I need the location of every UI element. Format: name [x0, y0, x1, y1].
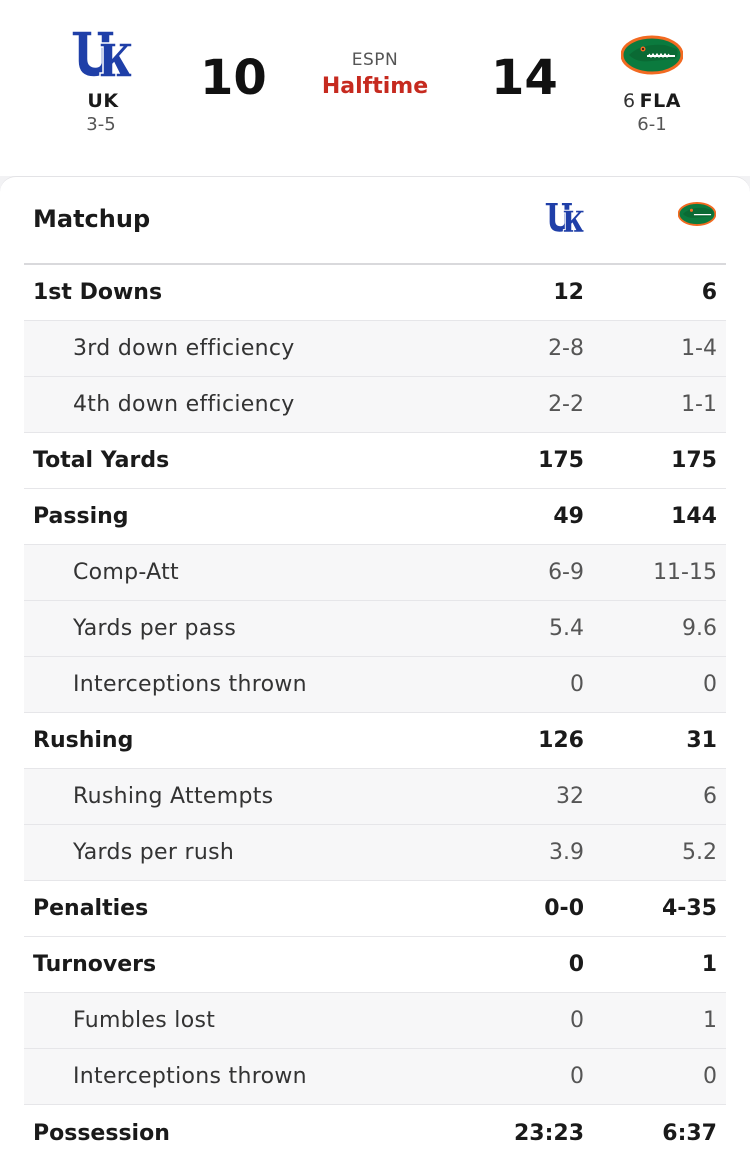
- away-score: 10: [200, 50, 267, 106]
- stat-label: Total Yards: [33, 448, 170, 473]
- stat-label: Penalties: [33, 896, 149, 921]
- broadcast-network: ESPN: [351, 50, 399, 70]
- stat-label: Yards per pass: [73, 616, 237, 641]
- away-stat-value: 2-2: [548, 392, 584, 417]
- kentucky-small-logo-icon: [544, 201, 585, 239]
- away-stat-value: 32: [556, 784, 584, 809]
- matchup-header: Matchup: [24, 177, 726, 265]
- home-stat-value: 175: [671, 448, 717, 473]
- stat-row: 4th down efficiency 2-2 1-1: [24, 377, 726, 433]
- home-stat-value: 1-4: [681, 336, 717, 361]
- stat-label: Passing: [33, 504, 129, 529]
- stat-label: Interceptions thrown: [73, 672, 307, 697]
- stat-row: Rushing 126 31: [24, 713, 726, 769]
- stats-table: 1st Downs 12 6 3rd down efficiency 2-8 1-4 4th…: [24, 265, 726, 1160]
- stat-row: Penalties 0-0 4-35: [24, 881, 726, 937]
- away-stat-value: 0: [570, 672, 584, 697]
- stat-row: Interceptions thrown 0 0: [24, 657, 726, 713]
- away-stat-value: 5.4: [549, 616, 584, 641]
- away-stat-value: 3.9: [549, 840, 584, 865]
- home-stat-value: 9.6: [682, 616, 717, 641]
- stat-label: Rushing Attempts: [73, 784, 274, 809]
- stat-row: Passing 49 144: [24, 489, 726, 545]
- away-stat-value: 175: [538, 448, 584, 473]
- home-team-record: 6-1: [637, 114, 667, 135]
- stat-label: Interceptions thrown: [73, 1064, 307, 1089]
- home-team[interactable]: 6 FLA 6-1: [587, 26, 717, 135]
- stat-row: Fumbles lost 0 1: [24, 993, 726, 1049]
- stat-label: Turnovers: [33, 952, 157, 977]
- home-stat-value: 11-15: [653, 560, 717, 585]
- stat-row: Comp-Att 6-9 11-15: [24, 545, 726, 601]
- stat-label: 3rd down efficiency: [73, 336, 295, 361]
- stat-row: 1st Downs 12 6: [24, 265, 726, 321]
- stat-label: Possession: [33, 1120, 170, 1146]
- stat-row: Turnovers 0 1: [24, 937, 726, 993]
- away-stat-value: 0: [570, 1064, 584, 1089]
- stat-row: 3rd down efficiency 2-8 1-4: [24, 321, 726, 377]
- stat-row: Yards per pass 5.4 9.6: [24, 601, 726, 657]
- home-stat-value: 6: [703, 784, 717, 809]
- home-stat-value: 4-35: [661, 896, 717, 921]
- home-stat-value: 5.2: [682, 840, 717, 865]
- home-stat-value: 0: [703, 672, 717, 697]
- home-stat-value: 1: [701, 952, 717, 977]
- kentucky-logo-icon: [36, 26, 166, 84]
- florida-gators-logo-icon: [587, 26, 717, 84]
- away-stat-value: 6-9: [548, 560, 584, 585]
- stat-row: Possession 23:23 6:37: [24, 1105, 726, 1160]
- away-stat-value: 23:23: [513, 1120, 584, 1146]
- away-stat-value: 0-0: [544, 896, 584, 921]
- away-stat-value: 12: [553, 280, 584, 305]
- stat-label: Yards per rush: [73, 840, 235, 865]
- home-stat-value: 1-1: [681, 392, 717, 417]
- away-stat-value: 0: [570, 1008, 584, 1033]
- away-stat-value: 2-8: [548, 336, 584, 361]
- home-stat-value: 6:37: [662, 1120, 717, 1146]
- florida-gators-small-logo-icon: [677, 201, 717, 231]
- stat-row: Rushing Attempts 32 6: [24, 769, 726, 825]
- stat-row: Total Yards 175 175: [24, 433, 726, 489]
- away-stat-value: 126: [538, 728, 584, 753]
- stat-row: Interceptions thrown 0 0: [24, 1049, 726, 1105]
- home-stat-value: 144: [671, 504, 717, 529]
- home-stat-value: 1: [703, 1008, 717, 1033]
- stat-label: 1st Downs: [33, 280, 163, 305]
- game-period: Halftime: [321, 74, 429, 99]
- stat-row: Yards per rush 3.9 5.2: [24, 825, 726, 881]
- home-score: 14: [491, 50, 558, 106]
- scoreboard-header: UK 3-5 10 ESPN Halftime 14 6 FLA 6-1: [0, 0, 750, 176]
- home-stat-value: 6: [701, 280, 717, 305]
- away-team-abbr: UK: [87, 90, 119, 112]
- stat-label: Fumbles lost: [73, 1008, 216, 1033]
- stat-label: Rushing: [33, 728, 134, 753]
- stat-label: Comp-Att: [73, 560, 179, 585]
- away-team-record: 3-5: [86, 114, 116, 135]
- home-stat-value: 0: [703, 1064, 717, 1089]
- game-status: ESPN Halftime: [300, 50, 450, 99]
- matchup-card: Matchup 1st Downs 12 6 3rd down efficiency 2…: [0, 176, 750, 1160]
- home-stat-value: 31: [686, 728, 717, 753]
- matchup-title: Matchup: [33, 205, 151, 233]
- home-team-abbr: 6 FLA: [623, 90, 681, 112]
- away-team[interactable]: UK 3-5: [36, 26, 166, 135]
- stat-label: 4th down efficiency: [73, 392, 295, 417]
- away-stat-value: 0: [568, 952, 584, 977]
- away-stat-value: 49: [553, 504, 584, 529]
